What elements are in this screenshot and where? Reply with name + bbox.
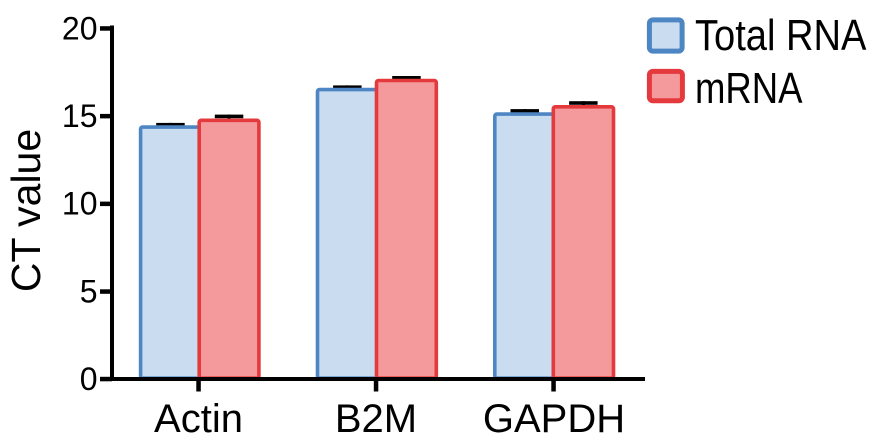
svg-text:GAPDH: GAPDH [483,397,625,441]
svg-text:CT value: CT value [3,129,49,292]
svg-text:B2M: B2M [335,397,417,441]
svg-text:mRNA: mRNA [695,63,803,113]
svg-text:Actin: Actin [154,397,243,441]
svg-text:20: 20 [62,10,98,46]
svg-text:0: 0 [80,361,98,397]
svg-text:10: 10 [62,186,98,222]
svg-text:5: 5 [80,273,98,309]
svg-text:15: 15 [62,98,98,134]
svg-text:Total RNA: Total RNA [695,11,867,60]
